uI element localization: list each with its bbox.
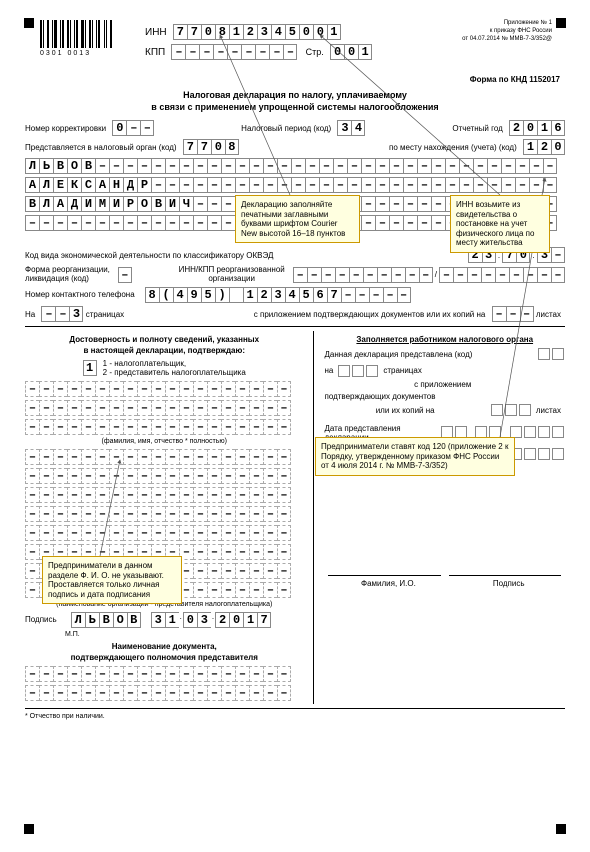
marker-br [556,824,566,834]
kpp-label: КПП [145,47,165,58]
marker-tl [24,18,34,28]
annex-block: Приложение № 1 к приказу ФНС России от 0… [462,20,552,43]
name-row-2: АЛЕКСАНДР––––––––––––––––––––––––––––– [25,177,557,193]
main-title: Налоговая декларация по налогу, уплачива… [25,90,565,100]
tax-form-page: 0301 0013 Приложение № 1 к приказу ФНС Р… [0,0,590,852]
phone-row: Номер контактного телефона 8(495)1234567… [25,287,565,303]
row-correction: Номер корректировки 0–– Налоговый период… [25,120,565,136]
marker-bl [24,824,34,834]
marker-tr [556,18,566,28]
callout-fio: Предприниматели в данном разделе Ф. И. О… [42,556,182,604]
callout-font: Декларацию заполняйте печатными заглавны… [235,195,360,243]
inn-row: ИНН 770812345001 [145,24,341,40]
callout-code120: Предприниматели ставят код 120 (приложен… [315,437,515,476]
reorg-row: Форма реорганизации, ликвидация (код) – … [25,266,565,284]
barcode [40,20,112,48]
kpp-cells: ––––––––– [171,44,297,60]
signature-section: Достоверность и полноту сведений, указан… [25,331,565,704]
inn-cells: 770812345001 [173,24,341,40]
barcode-number: 0301 0013 [40,50,91,57]
form-code: Форма по КНД 1152017 [470,75,560,84]
callout-inn: ИНН возьмите из свидетельства о постанов… [450,195,550,253]
row-organ: Представляется в налоговый орган (код) 7… [25,139,565,155]
kpp-row: КПП ––––––––– Стр. 001 [145,44,372,60]
subtitle: в связи с применением упрощенной системы… [25,102,565,112]
footnote: * Отчество при наличии. [25,713,565,720]
inn-label: ИНН [145,27,167,38]
name-row-1: ЛЬВОВ––––––––––––––––––––––––––––––––– [25,158,557,174]
str-cells: 001 [330,44,372,60]
pages-row: На ––3 страницах с приложением подтвержд… [25,306,565,322]
